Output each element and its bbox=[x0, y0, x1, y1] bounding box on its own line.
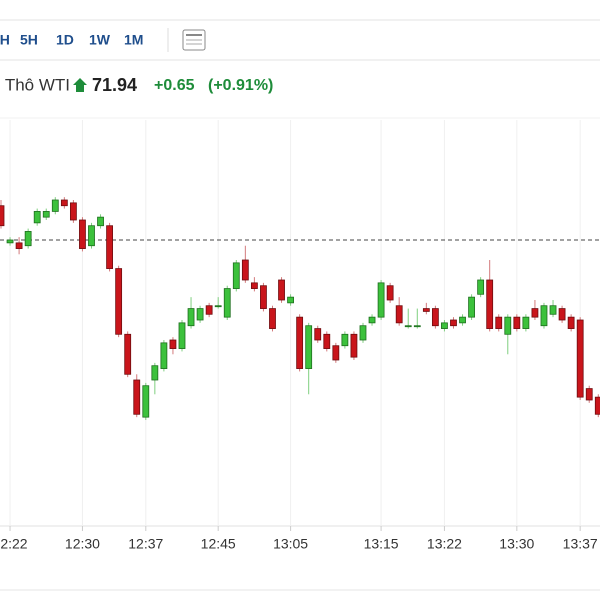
candle-body bbox=[42, 211, 50, 218]
candle-body bbox=[196, 308, 204, 321]
candle-body bbox=[51, 199, 59, 212]
candle-body bbox=[441, 322, 448, 329]
candle-body bbox=[33, 211, 41, 224]
x-tick-label: 12:45 bbox=[201, 536, 236, 552]
candle-body bbox=[576, 319, 584, 398]
candle-body bbox=[522, 316, 530, 329]
candle-body bbox=[223, 288, 231, 318]
x-tick-label: 13:05 bbox=[273, 536, 308, 552]
interval-button[interactable]: 1M bbox=[124, 32, 143, 48]
candle-body bbox=[314, 328, 322, 341]
candle-body bbox=[305, 325, 313, 369]
candle-body bbox=[160, 342, 168, 369]
candle-body bbox=[241, 259, 249, 281]
x-tick-label: 13:30 bbox=[499, 536, 534, 552]
candle-body bbox=[395, 305, 403, 324]
candle-body bbox=[504, 316, 512, 335]
candle-body bbox=[540, 305, 548, 327]
x-tick-label: 13:15 bbox=[364, 536, 399, 552]
candle-body bbox=[377, 282, 385, 318]
candle-body bbox=[368, 316, 376, 324]
candle-body bbox=[486, 279, 494, 329]
candle-body bbox=[341, 333, 349, 347]
candle-body bbox=[88, 225, 95, 247]
candle-body bbox=[431, 308, 439, 327]
x-tick-label: 12:22 bbox=[0, 536, 28, 552]
candle-body bbox=[6, 239, 14, 244]
price: 71.94 bbox=[92, 75, 137, 95]
x-tick-label: 12:30 bbox=[65, 536, 100, 552]
candle-body bbox=[250, 282, 258, 289]
candle-body bbox=[549, 305, 557, 315]
change: +0.65 bbox=[154, 77, 195, 94]
toolbar: 1H 5H 1D 1W 1M bbox=[0, 32, 143, 48]
candle-body bbox=[69, 202, 77, 221]
interval-button[interactable]: 1D bbox=[56, 32, 74, 48]
x-tick-label: 13:22 bbox=[427, 536, 462, 552]
candle-body bbox=[287, 296, 294, 304]
candle-body bbox=[214, 305, 222, 308]
candle-body bbox=[422, 308, 430, 312]
candle-body bbox=[531, 308, 539, 318]
candle-body bbox=[495, 316, 503, 329]
candle-body bbox=[60, 199, 68, 207]
candle-body bbox=[404, 325, 412, 328]
plot: 12:22 12:30 12:37 12:45 13:05 13:15 13:22 13:30… bbox=[0, 120, 600, 552]
candle-body bbox=[115, 268, 123, 335]
candle-body bbox=[350, 333, 358, 358]
candle-body bbox=[558, 308, 566, 321]
candle-body bbox=[332, 345, 340, 361]
candle-body bbox=[450, 319, 457, 327]
candle-body bbox=[468, 296, 475, 318]
candle-body bbox=[79, 219, 86, 249]
candle-body bbox=[594, 396, 600, 415]
candle-body bbox=[169, 339, 177, 349]
candle-body bbox=[124, 333, 132, 375]
interval-button[interactable]: 5H bbox=[20, 32, 38, 48]
candle-body bbox=[187, 308, 195, 327]
candle-body bbox=[386, 285, 394, 301]
interval-button[interactable]: 1H bbox=[0, 32, 10, 48]
candle-body bbox=[97, 216, 104, 227]
candle-body bbox=[477, 279, 485, 295]
candle-body bbox=[24, 231, 32, 247]
candle-body bbox=[585, 388, 593, 401]
candle-body bbox=[513, 316, 521, 329]
candle-body bbox=[459, 316, 466, 324]
interval-button[interactable]: 1W bbox=[89, 32, 111, 48]
candle-body bbox=[178, 322, 186, 349]
candle-body bbox=[323, 333, 331, 349]
candle-body bbox=[133, 379, 141, 415]
candle-body bbox=[15, 242, 23, 249]
candle-body bbox=[278, 279, 285, 301]
candle-body bbox=[232, 262, 240, 289]
candle-body bbox=[260, 285, 267, 309]
candle-body bbox=[151, 365, 159, 381]
candle-body bbox=[567, 316, 575, 329]
candle-body bbox=[142, 385, 150, 418]
layout-icon[interactable] bbox=[182, 29, 206, 51]
candle-body bbox=[106, 225, 113, 269]
candle-body bbox=[359, 325, 367, 341]
x-tick-label: 13:37 bbox=[563, 536, 598, 552]
candle-body bbox=[413, 325, 421, 328]
candle-body bbox=[0, 205, 5, 227]
change-percent: (+0.91%) bbox=[208, 77, 273, 94]
up-arrow bbox=[73, 78, 87, 92]
instrument-name: Dầu Thô WTI bbox=[0, 75, 70, 94]
x-tick-label: 12:37 bbox=[128, 536, 163, 552]
candle-body bbox=[269, 308, 276, 329]
candle-body bbox=[296, 316, 304, 369]
candle-body bbox=[205, 305, 213, 315]
